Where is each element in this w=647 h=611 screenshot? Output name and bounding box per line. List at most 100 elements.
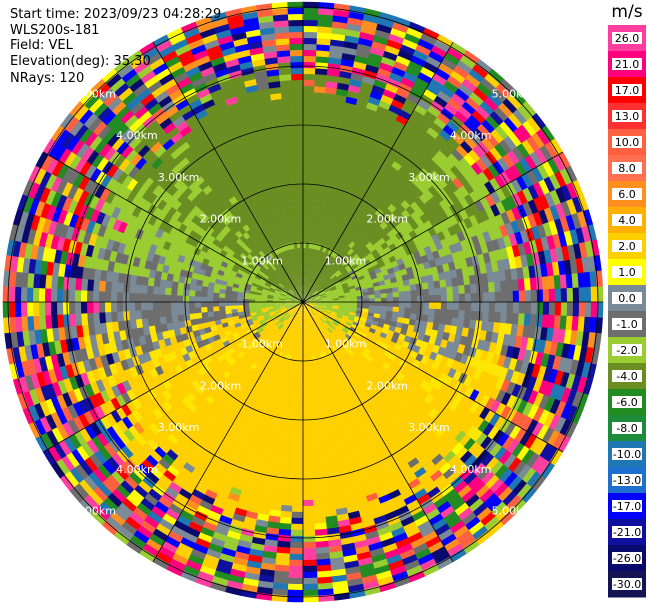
range-gate [309, 427, 317, 434]
range-gate [313, 403, 320, 410]
range-gate [405, 302, 411, 308]
range-gate [183, 308, 190, 315]
range-gate [213, 302, 219, 307]
range-gate [311, 140, 320, 147]
range-gate [289, 542, 303, 549]
range-gate [296, 428, 303, 434]
range-gate [303, 128, 313, 135]
range-gate [363, 295, 370, 299]
range-gate [428, 288, 435, 296]
range-gate [302, 566, 317, 573]
range-gate [289, 548, 303, 555]
range-gate [21, 301, 28, 317]
range-gate [310, 451, 319, 458]
range-gate [135, 293, 142, 302]
range-gate [75, 289, 82, 302]
range-gate [290, 536, 303, 543]
range-gate [303, 38, 318, 45]
range-gate [303, 428, 310, 434]
range-gate [555, 288, 562, 302]
range-gate [288, 566, 303, 573]
range-gate [147, 302, 154, 311]
range-gate [159, 302, 165, 310]
range-gate [300, 350, 303, 356]
range-gate [307, 374, 312, 381]
range-gate [585, 287, 592, 303]
range-gate [573, 302, 580, 317]
range-gate [290, 524, 303, 531]
range-gate [303, 218, 308, 224]
range-gate [288, 560, 303, 567]
range-gate [87, 312, 94, 324]
range-gate [45, 301, 52, 315]
range-gate [135, 310, 142, 320]
range-gate [189, 302, 195, 308]
range-gate [488, 282, 495, 293]
range-gate [201, 291, 208, 297]
range-gate [303, 50, 317, 57]
range-gate [313, 104, 324, 111]
range-gate [201, 312, 208, 318]
range-gate [302, 542, 316, 549]
range-gate [303, 182, 310, 188]
range-gate [440, 287, 447, 295]
range-gate [303, 62, 316, 69]
range-gate [494, 312, 501, 323]
range-gate [195, 312, 202, 319]
range-gate [428, 309, 435, 317]
range-gate [105, 301, 112, 312]
range-gate [303, 80, 315, 87]
range-gate [165, 302, 171, 310]
range-gate [417, 302, 423, 309]
range-gate [201, 302, 207, 308]
range-gate [369, 298, 375, 302]
range-gate [81, 313, 88, 326]
range-gate [307, 380, 312, 387]
range-gate [286, 457, 295, 464]
range-gate [410, 308, 417, 315]
range-gate [393, 292, 400, 298]
range-gate [21, 286, 28, 302]
range-gate [231, 305, 238, 309]
range-gate [177, 295, 183, 302]
range-gate [387, 293, 394, 298]
range-gate [314, 409, 321, 416]
range-gate [117, 282, 124, 293]
range-gate [465, 302, 472, 311]
range-gate [93, 290, 100, 302]
range-gate [369, 294, 376, 298]
range-gate [135, 284, 142, 294]
range-gate [422, 289, 429, 296]
range-gate [165, 287, 172, 295]
range-gate [93, 279, 100, 291]
range-gate [495, 302, 502, 313]
range-gate [313, 511, 325, 518]
range-gate [69, 301, 76, 314]
range-gate [183, 289, 190, 296]
range-gate [386, 288, 393, 294]
range-gate [280, 511, 292, 518]
range-gate [87, 301, 94, 313]
range-gate [9, 286, 16, 302]
range-gate [177, 308, 184, 315]
range-gate [288, 572, 303, 579]
range-gate [93, 301, 100, 313]
range-gate [295, 440, 303, 447]
range-gate [302, 506, 314, 513]
range-gate [303, 416, 310, 422]
range-gate [159, 287, 166, 295]
range-gate [99, 291, 106, 302]
range-gate [303, 236, 307, 242]
range-gate [308, 409, 315, 416]
range-gate [303, 374, 307, 380]
range-gate [307, 392, 313, 399]
range-gate [500, 312, 507, 324]
range-gate [69, 289, 76, 302]
range-gate [381, 302, 387, 307]
range-gate [458, 285, 465, 294]
range-gate [314, 86, 326, 93]
range-gate [294, 452, 303, 459]
range-gate [207, 302, 213, 307]
range-gate [153, 294, 160, 302]
range-gate [303, 224, 307, 230]
